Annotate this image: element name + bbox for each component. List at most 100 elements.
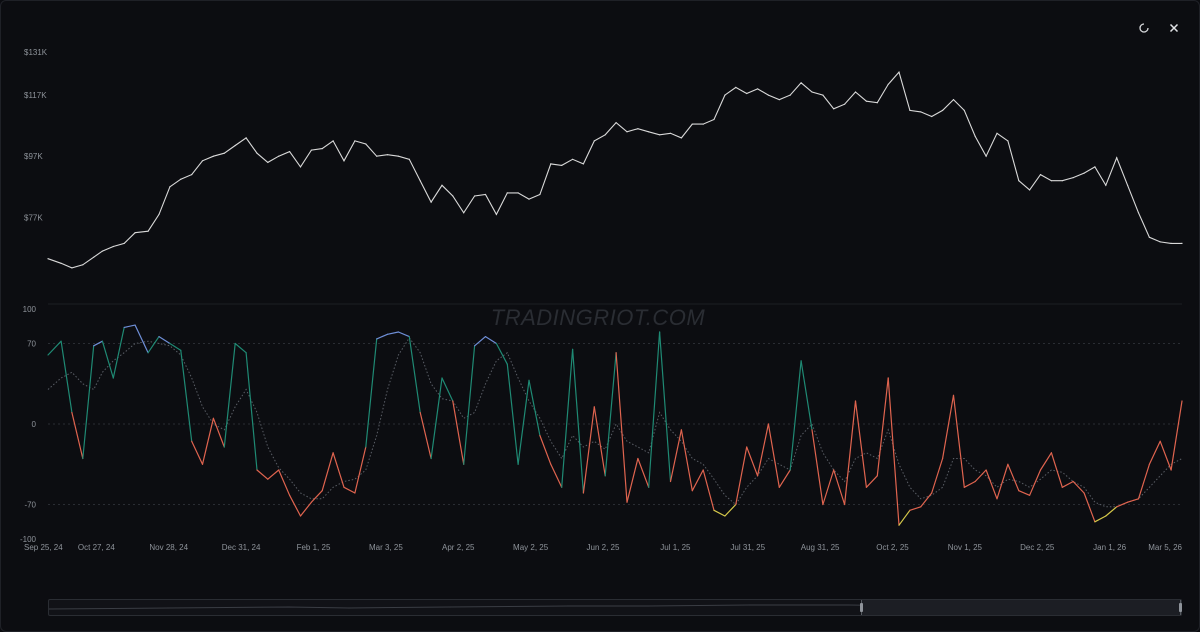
- refresh-icon[interactable]: [1134, 18, 1154, 38]
- oscillator-segment: [354, 446, 367, 494]
- oscillator-segment: [756, 423, 770, 477]
- oscillator-segment: [854, 400, 868, 488]
- price-point: [408, 158, 410, 160]
- price-point: [952, 99, 955, 101]
- oscillator-segment: [158, 336, 171, 345]
- price-point: [112, 245, 114, 248]
- oscillator-segment: [1018, 490, 1031, 496]
- price-point: [310, 149, 312, 151]
- oscillator-segment: [539, 434, 552, 465]
- oscillator-segment: [571, 348, 585, 494]
- navigator-selection[interactable]: [860, 600, 1182, 615]
- oscillator-segment: [1105, 506, 1118, 517]
- oscillator-segment: [1116, 501, 1129, 508]
- oscillator-segment: [974, 469, 987, 483]
- oscillator-line: [47, 324, 1183, 526]
- oscillator-segment: [1028, 469, 1042, 496]
- oscillator-segment: [658, 331, 672, 483]
- price-point: [267, 161, 269, 163]
- price-point: [822, 94, 824, 96]
- date-tick-label: Jul 31, 25: [730, 543, 765, 552]
- date-tick-label: May 2, 25: [513, 543, 549, 552]
- oscillator-tick-label: -70: [24, 501, 36, 510]
- oscillator-segment: [310, 490, 323, 503]
- price-point: [123, 242, 125, 244]
- oscillator-segment: [191, 440, 204, 465]
- oscillator-segment: [278, 469, 291, 496]
- oscillator-segment: [506, 363, 519, 465]
- price-point: [191, 174, 193, 176]
- price-point: [82, 264, 84, 266]
- navigator-right-handle[interactable]: [1179, 603, 1182, 612]
- price-point: [767, 94, 770, 96]
- price-point: [1018, 180, 1020, 182]
- oscillator-segment: [680, 429, 693, 492]
- date-tick-label: Oct 2, 25: [876, 543, 909, 552]
- close-icon[interactable]: [1164, 18, 1184, 38]
- price-point: [789, 94, 791, 96]
- signal-series: [47, 336, 1183, 508]
- oscillator-segment: [430, 377, 443, 460]
- signal-line: [47, 336, 1183, 508]
- price-point: [256, 152, 258, 154]
- oscillator-segment: [626, 457, 639, 503]
- price-point: [985, 155, 987, 157]
- price-point: [680, 137, 683, 139]
- oscillator-segment: [1061, 480, 1074, 488]
- oscillator-segment: [1159, 440, 1172, 471]
- oscillator-segment: [463, 345, 476, 465]
- price-point: [134, 232, 136, 234]
- date-tick-label: Apr 2, 25: [442, 543, 475, 552]
- oscillator-segment: [169, 342, 182, 351]
- date-tick-label: Dec 2, 25: [1020, 543, 1055, 552]
- price-point: [909, 109, 911, 111]
- oscillator-segment: [996, 463, 1009, 500]
- oscillator-tick-label: -100: [20, 535, 37, 544]
- price-point: [1072, 177, 1074, 179]
- price-point: [528, 198, 530, 200]
- navigator-left-handle[interactable]: [860, 603, 863, 612]
- oscillator-segment: [952, 394, 965, 488]
- price-point: [626, 131, 628, 133]
- oscillator-segment: [637, 457, 650, 488]
- date-tick-label: Mar 5, 26: [1148, 543, 1182, 552]
- price-point: [147, 230, 149, 232]
- price-point: [430, 201, 432, 203]
- oscillator-segment: [746, 446, 759, 477]
- oscillator-segment: [474, 336, 487, 347]
- price-point: [637, 128, 639, 130]
- price-point: [604, 134, 606, 136]
- price-point: [920, 111, 922, 113]
- price-point: [517, 192, 519, 194]
- price-point: [942, 109, 944, 111]
- time-range-navigator[interactable]: [48, 599, 1182, 616]
- price-point: [1159, 241, 1161, 243]
- oscillator-segment: [615, 352, 628, 503]
- oscillator-segment: [724, 503, 737, 517]
- oscillator-segment: [1137, 463, 1151, 500]
- date-tick-label: Jun 2, 25: [587, 543, 620, 552]
- date-x-axis: Sep 25, 24 Oct 27, 24 Nov 28, 24 Dec 31, 24…: [24, 543, 1183, 552]
- price-point: [876, 102, 878, 104]
- date-tick-label: Dec 31, 24: [222, 543, 261, 552]
- oscillator-segment: [123, 324, 136, 328]
- oscillator-segment: [147, 336, 160, 354]
- price-point: [811, 91, 813, 93]
- oscillator-segment: [256, 469, 269, 480]
- oscillator-segment: [376, 333, 389, 340]
- oscillator-segment: [1007, 463, 1020, 492]
- oscillator-segment: [550, 463, 563, 488]
- oscillator-segment: [234, 342, 247, 354]
- oscillator-tick-label: 100: [23, 305, 37, 314]
- price-point: [212, 155, 214, 157]
- oscillator-segment: [898, 509, 911, 526]
- date-tick-label: Jul 1, 25: [660, 543, 691, 552]
- oscillator-segment: [811, 429, 824, 506]
- oscillator-tick-label: 0: [32, 420, 37, 429]
- oscillator-segment: [931, 457, 944, 494]
- oscillator-segment: [180, 349, 193, 442]
- price-tick-label: $77K: [24, 213, 43, 222]
- price-point: [463, 212, 465, 214]
- oscillator-segment: [71, 411, 84, 460]
